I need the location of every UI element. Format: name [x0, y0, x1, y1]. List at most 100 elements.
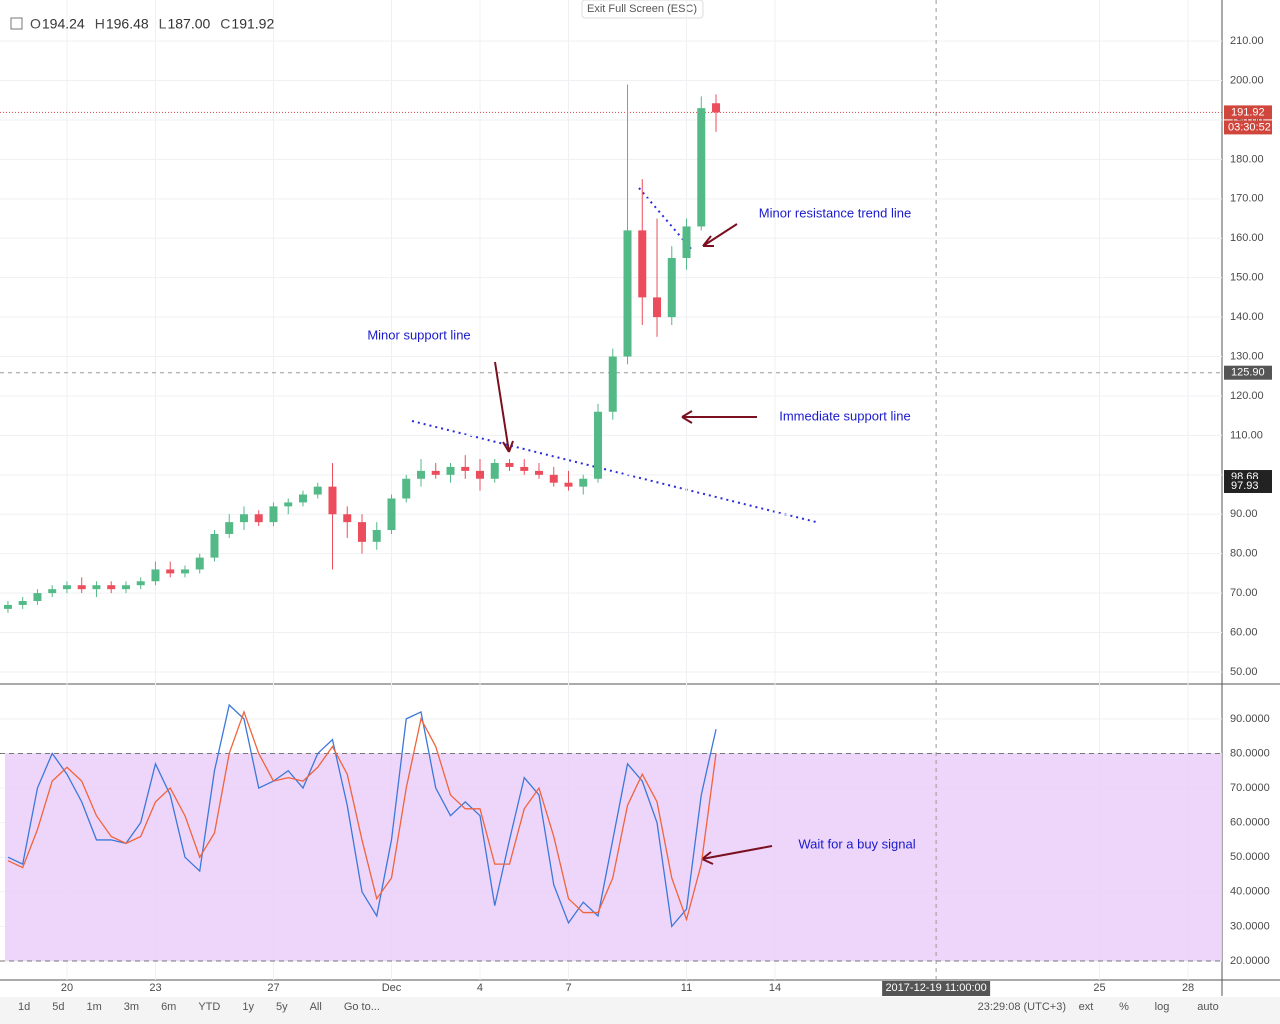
y-tick-label: 120.00 — [1230, 390, 1264, 402]
candle-body — [623, 230, 632, 357]
candle-body — [475, 470, 484, 479]
countdown: 03:30:52 — [1228, 121, 1271, 133]
range-button[interactable]: 5y — [276, 1001, 288, 1013]
y-tick-label: 20.0000 — [1230, 955, 1270, 967]
price-tag-label: 191.92 — [1231, 106, 1265, 118]
range-button[interactable]: 3m — [124, 1001, 139, 1013]
candle-body — [608, 356, 617, 412]
arrow — [494, 361, 514, 453]
annotation: Immediate support line — [779, 408, 911, 423]
range-button[interactable]: 1m — [87, 1001, 102, 1013]
stoch-band — [5, 753, 1222, 961]
toolbar — [0, 997, 1280, 1024]
y-tick-label: 170.00 — [1230, 193, 1264, 205]
ohlc-value: 187.00 — [167, 16, 210, 32]
candle-body — [564, 482, 573, 487]
candle-body — [33, 593, 42, 601]
axis-toggle[interactable]: ext — [1079, 1001, 1094, 1013]
crosshair-x-label: 2017-12-19 11:00:00 — [885, 982, 986, 994]
y-tick-label: 70.0000 — [1230, 782, 1270, 794]
candle-body — [166, 569, 175, 574]
candle-body — [269, 506, 278, 523]
x-tick-label: 23 — [149, 982, 161, 994]
x-tick-label: 20 — [61, 982, 73, 994]
x-tick-label: 28 — [1182, 982, 1194, 994]
candle-body — [653, 297, 662, 318]
candle-body — [328, 486, 337, 515]
candle-body — [284, 502, 293, 507]
y-tick-label: 150.00 — [1230, 272, 1264, 284]
candle-body — [3, 604, 12, 609]
ohlc-value: 194.24 — [42, 16, 85, 32]
exit-button[interactable] — [581, 0, 704, 19]
candle-body — [225, 522, 234, 534]
y-tick-label: 130.00 — [1230, 350, 1264, 362]
x-tick-label: 25 — [1093, 982, 1105, 994]
y-tick-label: 50.00 — [1230, 666, 1258, 678]
arrow — [681, 410, 757, 424]
ohlc-value: 191.92 — [231, 16, 274, 32]
candle-body — [151, 569, 160, 582]
candle-body — [594, 411, 603, 479]
candle-body — [579, 478, 588, 487]
y-tick-label: 40.0000 — [1230, 886, 1270, 898]
candle-body — [210, 533, 219, 558]
range-button[interactable]: 5d — [52, 1001, 64, 1013]
range-button[interactable]: All — [310, 1001, 322, 1013]
range-button[interactable]: 6m — [161, 1001, 176, 1013]
y-tick-label: 90.0000 — [1230, 713, 1270, 725]
goto-button[interactable]: Go to... — [344, 1001, 380, 1013]
y-tick-label: 90.00 — [1230, 508, 1258, 520]
y-tick-label: 60.0000 — [1230, 817, 1270, 829]
candle-body — [535, 470, 544, 475]
x-tick-label: 27 — [267, 982, 279, 994]
candle-body — [431, 470, 440, 475]
candle-body — [638, 230, 647, 298]
range-button[interactable]: 1y — [242, 1001, 254, 1013]
candle-body — [343, 514, 352, 523]
candle-body — [121, 585, 130, 590]
x-tick-label: 4 — [477, 982, 483, 994]
y-tick-label: 80.00 — [1230, 548, 1258, 560]
arrows — [494, 223, 773, 865]
axis-toggle[interactable]: log — [1155, 1001, 1170, 1013]
range-button[interactable]: 1d — [18, 1001, 30, 1013]
candle-body — [298, 494, 307, 503]
range-button[interactable]: YTD — [198, 1001, 220, 1013]
x-tick-label: 14 — [769, 982, 781, 994]
ohlc-key: C — [220, 16, 230, 32]
candle-body — [107, 585, 116, 590]
candle-body — [372, 530, 381, 542]
y-tick-label: 60.00 — [1230, 626, 1258, 638]
candle-body — [667, 257, 676, 318]
price-tag — [1224, 478, 1272, 493]
y-tick-label: 50.0000 — [1230, 851, 1270, 863]
price-tag-label: 97.93 — [1231, 480, 1259, 492]
candle-body — [239, 514, 248, 523]
y-tick-label: 30.0000 — [1230, 920, 1270, 932]
candle-body — [682, 226, 691, 258]
candle-body — [461, 466, 470, 471]
expand-icon[interactable] — [10, 17, 23, 30]
candle-body — [520, 466, 529, 471]
y-tick-label: 80.0000 — [1230, 747, 1270, 759]
candle-body — [62, 585, 71, 590]
candle-body — [136, 581, 145, 586]
candle-body — [712, 103, 721, 113]
candle-body — [387, 498, 396, 531]
axis-toggle[interactable]: % — [1119, 1001, 1129, 1013]
y-tick-label: 140.00 — [1230, 311, 1264, 323]
candle-body — [254, 514, 263, 523]
arrow — [702, 223, 738, 247]
annotation: Wait for a buy signal — [798, 836, 915, 851]
exit-label[interactable]: Exit Full Screen (ESC) — [587, 3, 697, 15]
axis-toggle[interactable]: auto — [1197, 1001, 1218, 1013]
y-tick-label: 180.00 — [1230, 153, 1264, 165]
candle-body — [549, 474, 558, 483]
candle-body — [416, 470, 425, 479]
y-tick-label: 200.00 — [1230, 74, 1264, 86]
price-tag — [1224, 365, 1272, 380]
countdown-tag — [1224, 120, 1272, 135]
ohlc-key: L — [159, 16, 167, 32]
